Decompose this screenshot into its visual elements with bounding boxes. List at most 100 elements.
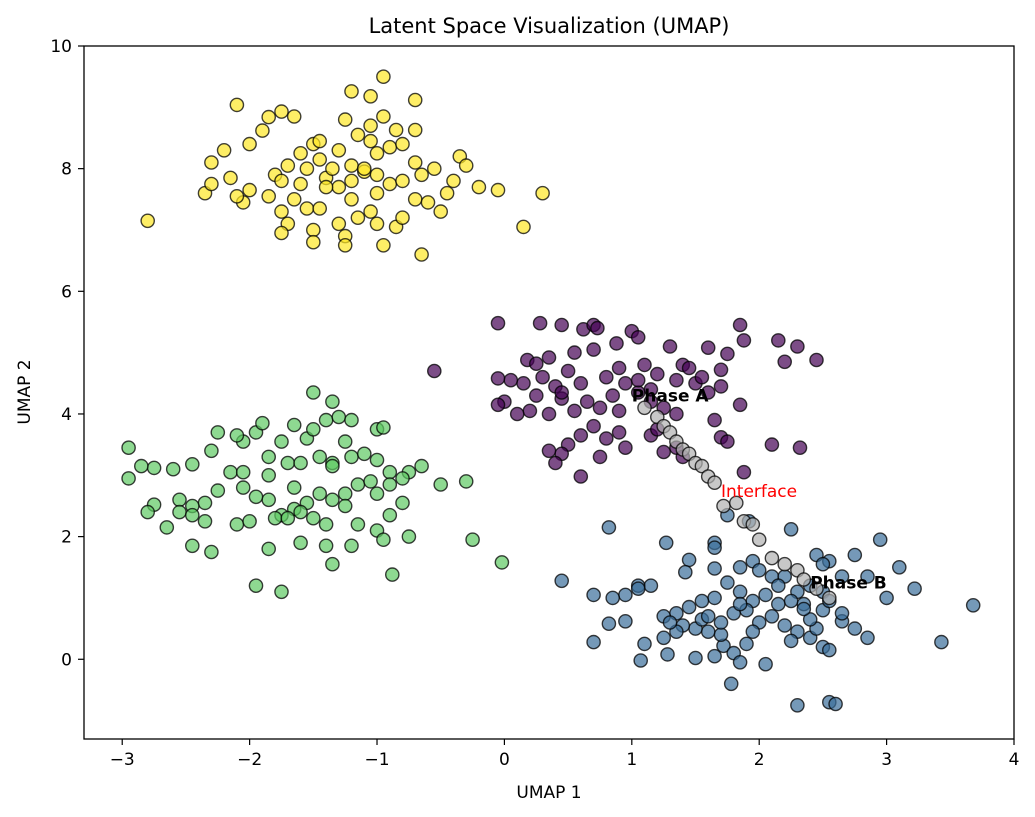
data-point-s0-59 <box>376 237 391 253</box>
data-point-s0-61 <box>395 210 410 225</box>
data-point-s2-56 <box>184 507 200 523</box>
data-point-s4-14 <box>745 517 761 532</box>
data-point-s0-33 <box>369 167 385 183</box>
data-point-s2-36 <box>369 486 385 502</box>
data-point-s3-42 <box>694 593 710 609</box>
data-point-s1-24 <box>560 363 576 379</box>
data-point-s4-0 <box>637 400 652 416</box>
data-point-s3-16 <box>907 581 922 597</box>
data-point-s2-15 <box>305 385 321 400</box>
data-point-s0-0 <box>274 104 289 119</box>
data-point-s2-55 <box>172 504 187 520</box>
data-point-s4-17 <box>777 556 793 572</box>
data-point-s2-51 <box>172 492 187 508</box>
data-point-s2-8 <box>229 428 245 443</box>
data-point-s1-1 <box>532 315 548 331</box>
data-point-s2-49 <box>197 495 213 511</box>
data-point-s2-57 <box>197 514 213 529</box>
data-point-s0-78 <box>369 145 385 161</box>
data-point-s2-69 <box>395 495 410 511</box>
data-point-s1-46 <box>669 406 684 422</box>
y-tick-label: 10 <box>50 37 72 57</box>
data-point-s0-38 <box>433 204 449 219</box>
data-point-s3-82 <box>834 606 850 621</box>
data-point-s3-81 <box>860 630 875 646</box>
data-point-s0-5 <box>242 136 257 152</box>
data-point-s1-65 <box>656 444 672 460</box>
data-point-s3-84 <box>802 612 818 627</box>
annotation-interface: Interface <box>721 482 797 502</box>
y-axis-ticks: 0 2 4 6 8 10 <box>50 37 84 670</box>
data-point-s1-79 <box>792 440 808 456</box>
data-point-s2-58 <box>229 517 245 532</box>
data-point-s3-2 <box>783 522 799 537</box>
data-point-s2-84 <box>465 532 480 548</box>
data-point-s0-3 <box>255 123 270 138</box>
data-point-s2-85 <box>494 555 510 570</box>
data-point-s2-59 <box>242 514 257 529</box>
data-point-s2-17 <box>318 412 334 428</box>
data-point-s0-17 <box>223 170 238 186</box>
data-point-s1-70 <box>586 418 601 434</box>
data-point-s2-35 <box>382 477 398 492</box>
data-point-s0-55 <box>337 237 353 253</box>
data-point-s2-12 <box>286 417 302 433</box>
data-point-s2-25 <box>293 455 308 471</box>
data-point-s1-0 <box>490 315 506 331</box>
data-point-s1-80 <box>426 363 442 379</box>
data-point-s2-0 <box>121 440 136 456</box>
data-point-s0-37 <box>420 195 436 210</box>
plot-frame <box>83 45 1015 740</box>
data-point-s3-94 <box>700 609 716 624</box>
data-point-s1-25 <box>535 369 550 385</box>
data-point-s2-6 <box>210 425 226 440</box>
data-point-s3-63 <box>700 624 716 640</box>
data-point-s3-62 <box>713 627 729 643</box>
data-point-s2-39 <box>325 492 340 508</box>
data-point-s2-88 <box>261 467 277 483</box>
data-point-s0-51 <box>312 201 328 216</box>
data-point-s3-46 <box>643 578 659 594</box>
data-point-s2-29 <box>356 446 372 462</box>
data-point-s3-57 <box>707 648 722 664</box>
data-point-s0-79 <box>414 167 429 183</box>
data-point-s3-18 <box>934 634 949 650</box>
data-point-s0-2 <box>229 97 245 113</box>
data-point-s0-80 <box>140 213 155 229</box>
data-point-s4-16 <box>764 550 780 566</box>
data-point-s2-89 <box>286 480 302 495</box>
data-point-s0-52 <box>305 222 321 238</box>
data-point-s1-41 <box>681 360 697 376</box>
data-point-s2-26 <box>312 449 328 465</box>
data-point-s3-41 <box>707 590 722 606</box>
data-point-s1-37 <box>700 385 716 400</box>
data-point-s2-60 <box>267 510 283 526</box>
x-tick-label: −3 <box>110 750 135 770</box>
data-point-s1-31 <box>599 369 614 385</box>
data-point-s0-46 <box>535 185 550 201</box>
data-point-s4-19 <box>796 572 812 587</box>
data-point-s0-1 <box>261 109 277 125</box>
data-point-s3-73 <box>777 618 793 633</box>
data-point-s0-76 <box>426 161 442 176</box>
annotation-phase-a: Phase A <box>632 387 710 407</box>
data-point-s2-18 <box>331 409 347 425</box>
data-point-s2-81 <box>384 567 400 582</box>
data-point-s3-68 <box>713 615 729 630</box>
data-point-s1-21 <box>541 350 557 365</box>
data-point-s2-76 <box>184 538 200 554</box>
data-point-s2-14 <box>305 421 321 437</box>
data-point-s2-37 <box>350 477 366 492</box>
data-point-s1-50 <box>567 403 582 419</box>
data-point-s1-49 <box>579 394 595 410</box>
data-point-s1-68 <box>599 431 614 446</box>
data-point-s3-13 <box>834 569 850 584</box>
data-point-s0-62 <box>414 247 429 262</box>
data-point-s0-11 <box>363 118 378 133</box>
data-point-s3-61 <box>739 636 754 652</box>
data-point-s3-60 <box>732 655 748 670</box>
data-point-s1-74 <box>548 455 563 471</box>
data-point-s2-2 <box>133 458 149 474</box>
data-point-s1-17 <box>713 362 729 378</box>
data-point-s0-43 <box>471 179 487 195</box>
